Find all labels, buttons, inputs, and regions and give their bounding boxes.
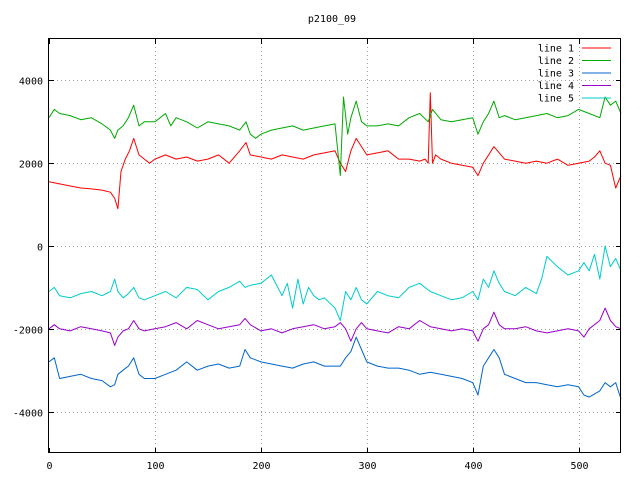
chart-title: p2100_09 bbox=[308, 14, 356, 25]
x-tick-label: 200 bbox=[252, 461, 270, 472]
grid bbox=[49, 39, 621, 453]
series-group bbox=[48, 92, 622, 400]
x-tick-label: 400 bbox=[464, 461, 482, 472]
legend-label: line 5 bbox=[538, 94, 574, 105]
legend-label: line 3 bbox=[538, 69, 574, 80]
x-tick-label: 0 bbox=[46, 461, 52, 472]
y-tick-label: 0 bbox=[37, 243, 43, 254]
series-line-2 bbox=[48, 96, 622, 177]
y-tick-label: -4000 bbox=[13, 409, 43, 420]
axes: 0 100 200 300 400 500 -4000 -2000 0 2000 4000 bbox=[13, 39, 621, 472]
x-tick-label: 100 bbox=[146, 461, 164, 472]
series-line-5 bbox=[48, 245, 622, 321]
y-tick-label: 2000 bbox=[19, 160, 43, 171]
plot-frame bbox=[48, 38, 621, 453]
series-line-3 bbox=[48, 336, 622, 400]
legend-label: line 2 bbox=[538, 56, 574, 67]
series-line-4 bbox=[48, 307, 622, 346]
y-tick-label: 4000 bbox=[19, 77, 43, 88]
series-line-1 bbox=[48, 92, 622, 210]
legend-label: line 4 bbox=[538, 81, 574, 92]
y-tick-label: -2000 bbox=[13, 326, 43, 337]
x-tick-label: 300 bbox=[358, 461, 376, 472]
x-tick-label: 500 bbox=[570, 461, 588, 472]
legend-label: line 1 bbox=[538, 44, 574, 55]
